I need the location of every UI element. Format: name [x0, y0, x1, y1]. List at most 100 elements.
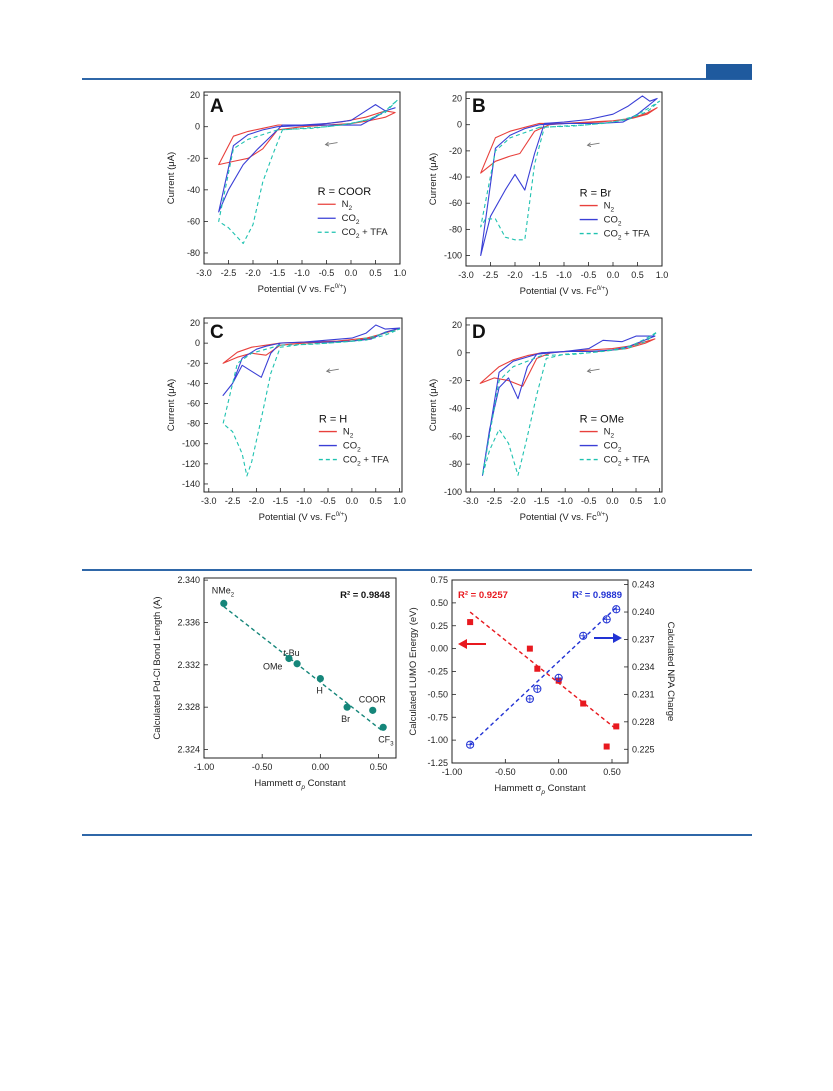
x-tick-label: -1.5: [273, 496, 289, 506]
y-tick-label: 2.328: [177, 702, 200, 712]
x-tick-label: 0.5: [369, 268, 382, 278]
y-tick-label: -100: [182, 439, 200, 449]
r-squared-label: R² = 0.9848: [340, 590, 390, 601]
y-axis-label-right: Calculated NPA Charge: [665, 622, 676, 722]
header-rule: [82, 78, 752, 80]
legend-entry: N2: [342, 199, 353, 212]
x-tick-label: -2.5: [487, 496, 503, 506]
y-tick-label: -80: [187, 248, 200, 258]
arrow-head: [325, 368, 331, 374]
x-tick-label: 1.0: [393, 496, 406, 506]
point-label: COOR: [359, 694, 387, 704]
y-tick-label: -20: [187, 358, 200, 368]
x-axis-label: Potential (V vs. Fc0/+): [259, 512, 348, 523]
r-squared-right: R² = 0.9889: [572, 590, 622, 601]
x-tick-label: 0.5: [370, 496, 383, 506]
y-tick-label-left: -1.00: [427, 735, 448, 745]
series-line-co2-tfa: [222, 328, 401, 477]
y-tick-label: 0: [195, 122, 200, 132]
x-tick-label: -2.0: [249, 496, 265, 506]
scan-direction-arrow: [325, 142, 338, 146]
lumo-point: [603, 743, 610, 750]
x-tick-label: -2.0: [245, 268, 261, 278]
legend-entry: N2: [604, 201, 615, 214]
cv-panel-D: -3.0 -2.5 -2.0 -1.5 -1.0 -0.5 0.0 0.5 1.0 20 0 -20 -…: [428, 317, 666, 523]
data-point: [316, 674, 324, 683]
legend-entry: CO2: [343, 441, 361, 454]
y-tick-label-right: 0.228: [632, 717, 655, 727]
lumo-point: [467, 619, 474, 626]
x-tick-label: -2.5: [221, 268, 237, 278]
y-tick-label: 0: [457, 120, 462, 130]
x-tick-label: 1.0: [394, 268, 407, 278]
left-axis-arrow: [458, 639, 486, 649]
arrow-head: [586, 368, 592, 374]
x-tick-label: 0.5: [631, 270, 644, 280]
x-tick-label: -2.5: [483, 270, 499, 280]
substituent-label: R = COOR: [318, 186, 372, 198]
x-tick-label: -3.0: [201, 496, 217, 506]
y-tick-label: 0: [195, 338, 200, 348]
y-tick-label: -20: [449, 376, 462, 386]
y-tick-label-left: 0.75: [430, 575, 448, 585]
y-axis-label: Current (μA): [166, 379, 177, 431]
arrow-head: [613, 633, 622, 643]
x-tick-label: 0.0: [606, 496, 619, 506]
data-point: [379, 723, 387, 731]
y-tick-label-right: 0.237: [632, 634, 655, 644]
data-point: [220, 599, 228, 608]
series-line-co2: [218, 104, 396, 213]
y-tick-label: 20: [190, 90, 200, 100]
x-tick-label: -1.0: [296, 496, 312, 506]
x-axis-label: Potential (V vs. Fc0/+): [520, 286, 609, 297]
legend-entry: N2: [604, 427, 615, 440]
legend-entry: N2: [343, 427, 354, 440]
y-tick-label-left: 0.50: [430, 598, 448, 608]
x-tick-label: -2.0: [510, 496, 526, 506]
y-tick-label: 20: [452, 320, 462, 330]
series-line-co2-tfa: [480, 100, 661, 241]
y-tick-label-left: -1.25: [427, 758, 448, 768]
hammett-plot-lumo-npa: -1.00 -0.50 0.00 0.50 Hammett σp Constant 0.7…: [408, 575, 676, 796]
legend-entry: CO2 + TFA: [604, 229, 651, 242]
data-point: [285, 654, 293, 663]
y-axis-label: Current (μA): [166, 152, 177, 204]
legend-entry: CO2: [604, 215, 622, 228]
x-tick-label: -1.5: [532, 270, 548, 280]
series-line-co2: [222, 324, 401, 396]
legend-entry: CO2 + TFA: [604, 455, 651, 468]
y-tick-label: 2.340: [177, 575, 200, 585]
y-tick-label: 2.336: [177, 617, 200, 627]
y-tick-label: -100: [444, 251, 462, 261]
x-axis-label: Hammett σp Constant: [254, 778, 346, 791]
y-tick-label: -20: [449, 146, 462, 156]
y-tick-label: -80: [449, 224, 462, 234]
data-point: [293, 660, 301, 668]
panel-label: D: [472, 322, 486, 343]
x-tick-label: 0.0: [345, 268, 358, 278]
y-tick-label-right: 0.240: [632, 607, 655, 617]
hammett-plot-bond-length: -1.00 -0.50 0.00 0.50 Hammett σp Constant 2.3…: [152, 575, 397, 791]
substituent-label: R = OMe: [580, 414, 624, 426]
x-tick-label: 0.50: [603, 767, 621, 777]
x-tick-label: -0.5: [320, 496, 336, 506]
y-tick-label: -40: [449, 403, 462, 413]
x-tick-label: -2.5: [225, 496, 241, 506]
series-line-n2: [218, 110, 396, 166]
x-axis-label: Potential (V vs. Fc0/+): [258, 284, 347, 295]
x-axis-label: Hammett σp Constant: [494, 783, 586, 796]
scan-direction-arrow: [587, 368, 600, 372]
y-tick-label: -20: [187, 153, 200, 163]
scan-direction-arrow: [326, 368, 339, 372]
y-axis-label: Current (μA): [428, 379, 439, 431]
x-tick-label: 0.00: [550, 767, 568, 777]
legend-entry: CO2 + TFA: [342, 227, 389, 240]
panel-label: C: [210, 322, 224, 343]
y-tick-label: -60: [449, 431, 462, 441]
x-tick-label: 1.0: [656, 270, 669, 280]
y-tick-label: 0: [457, 348, 462, 358]
y-axis-label: Current (μA): [428, 153, 439, 205]
x-tick-label: -1.0: [557, 496, 573, 506]
x-tick-label: -1.0: [556, 270, 572, 280]
series-line-co2-tfa: [218, 99, 399, 245]
